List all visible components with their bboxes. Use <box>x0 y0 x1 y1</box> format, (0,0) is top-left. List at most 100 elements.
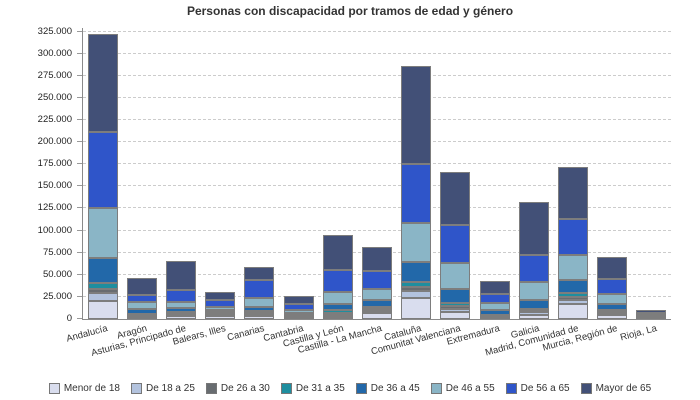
bar-segment-castilla-la-mancha <box>362 289 392 300</box>
bar-segment-extremadura <box>479 303 510 311</box>
bar-segment-castilla-la-mancha <box>362 247 392 272</box>
legend-swatch-icon <box>48 383 60 394</box>
y-tick <box>77 251 82 253</box>
bar-segment-asturias-principado-de <box>166 289 196 302</box>
bar-segment-castilla-la-mancha <box>362 313 392 319</box>
bar-segment-madrid-comunidad-de <box>558 167 588 219</box>
bar-segment-canarias <box>244 315 275 319</box>
x-axis-tick-label: Canarias <box>226 323 266 344</box>
y-axis-tick-label: 0 <box>66 313 72 324</box>
chart-title: Personas con discapacidad por tramos de … <box>186 4 514 18</box>
bar-segment-castilla-la-mancha <box>362 306 392 309</box>
bar-segment-arag-n <box>126 313 157 316</box>
bar-segment-andaluc-a <box>87 257 118 284</box>
legend-label: De 46 a 55 <box>445 383 495 394</box>
bar-segment-balears-illes <box>205 291 236 301</box>
bar-segment-asturias-principado-de <box>166 308 196 312</box>
bar-segment-madrid-comunidad-de <box>558 303 588 319</box>
legend-swatch-icon <box>280 383 292 394</box>
bar-segment-cantabria <box>283 304 314 311</box>
bar-segment-galicia <box>518 314 549 319</box>
bar-segment-extremadura <box>479 294 510 304</box>
bar-segment-castilla-y-le-n <box>322 303 353 310</box>
legend-swatch-icon <box>580 383 592 394</box>
legend-label: De 18 a 25 <box>145 383 195 394</box>
x-axis-tick-label: Andalucía <box>65 323 110 345</box>
bar-segment-galicia <box>518 282 549 300</box>
bar-segment-catalu-a <box>401 262 432 282</box>
bar-segment-castilla-y-le-n <box>322 234 353 270</box>
bar-segment-balears-illes <box>205 309 236 313</box>
bar-segment-andaluc-a <box>87 283 118 289</box>
bar-segment-madrid-comunidad-de <box>558 293 588 297</box>
bar-segment-asturias-principado-de <box>166 311 196 314</box>
y-tick <box>77 273 82 275</box>
bar-segment-murcia-regi-n-de <box>597 293 628 305</box>
bar-segment-murcia-regi-n-de <box>597 310 628 313</box>
bar-segment-castilla-y-le-n <box>322 314 353 317</box>
bar-segment-canarias <box>244 311 275 313</box>
bar-segment-galicia <box>518 201 549 255</box>
bar-segment-balears-illes <box>205 306 236 310</box>
bar-segment-asturias-principado-de <box>166 313 196 316</box>
bar-segment-castilla-y-le-n <box>322 310 353 313</box>
bar-segment-balears-illes <box>205 313 236 316</box>
legend-label: De 31 a 35 <box>295 383 345 394</box>
bar-segment-catalu-a <box>401 223 432 263</box>
bar-segment-extremadura <box>479 281 510 295</box>
legend-swatch-icon <box>430 383 442 394</box>
legend-label: De 26 a 30 <box>220 383 270 394</box>
legend-label: Mayor de 65 <box>595 383 652 394</box>
bar-segment-murcia-regi-n-de <box>597 304 628 311</box>
y-tick <box>77 185 82 187</box>
gridline <box>83 163 671 165</box>
legend-label: De 56 a 65 <box>520 383 570 394</box>
bar-segment-murcia-regi-n-de <box>597 311 628 314</box>
bar-segment-comunitat-valenciana <box>440 312 471 319</box>
legend-item: De 46 a 55 <box>430 383 495 394</box>
gridline <box>83 229 671 231</box>
bar-segment-asturias-principado-de <box>166 301 196 309</box>
bar-segment-murcia-regi-n-de <box>597 315 628 319</box>
legend-item: Menor de 18 <box>48 383 120 394</box>
y-axis-tick-label: 175.000 <box>37 158 72 170</box>
bar-segment-canarias <box>244 297 275 308</box>
bar-segment-galicia <box>518 299 549 309</box>
bar-segment-galicia <box>518 312 549 315</box>
bar-segment-madrid-comunidad-de <box>558 300 588 304</box>
y-axis-tick-label: 150.000 <box>37 180 72 192</box>
bar-segment-andaluc-a <box>87 33 118 132</box>
gridline <box>83 185 671 187</box>
bar-segment-arag-n <box>126 302 157 310</box>
y-tick <box>77 207 82 209</box>
bar-segment-castilla-la-mancha <box>362 311 392 314</box>
legend-swatch-icon <box>505 383 517 394</box>
bar-segment-comunitat-valenciana <box>440 305 471 310</box>
y-axis-tick-label: 250.000 <box>37 91 72 103</box>
gridline <box>83 74 671 76</box>
bar-segment-catalu-a <box>401 286 432 291</box>
legend-item: Mayor de 65 <box>580 383 652 394</box>
bar-segment-rioja-la <box>636 309 667 313</box>
y-axis-tick-label: 75.000 <box>42 246 72 258</box>
bar-segment-comunitat-valenciana <box>440 225 471 264</box>
bar-segment-castilla-la-mancha <box>362 308 392 312</box>
y-axis-tick-label: 325.000 <box>37 25 72 37</box>
bar-segment-murcia-regi-n-de <box>597 257 628 280</box>
x-axis-tick-label: Rioja, La <box>618 323 658 344</box>
bar-segment-madrid-comunidad-de <box>558 279 588 294</box>
bar-segment-castilla-y-le-n <box>322 269 353 292</box>
y-tick <box>77 52 82 54</box>
y-axis-tick-label: 50.000 <box>42 268 72 280</box>
bar-segment-castilla-y-le-n <box>322 291 353 304</box>
bar-segment-extremadura <box>479 310 510 315</box>
bar-segment-comunitat-valenciana <box>440 302 471 306</box>
y-tick <box>77 229 82 231</box>
bar-segment-balears-illes <box>205 300 236 307</box>
legend-swatch-icon <box>130 383 142 394</box>
bar-segment-arag-n <box>126 295 157 303</box>
bar-segment-canarias <box>244 307 275 312</box>
bar-segment-madrid-comunidad-de <box>558 254 588 280</box>
legend-label: De 36 a 45 <box>370 383 420 394</box>
